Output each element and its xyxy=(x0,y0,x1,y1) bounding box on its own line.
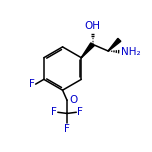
Text: F: F xyxy=(64,124,70,134)
Text: F: F xyxy=(78,107,83,117)
Text: NH₂: NH₂ xyxy=(121,47,140,57)
Text: F: F xyxy=(29,79,35,89)
Text: O: O xyxy=(69,95,78,105)
Polygon shape xyxy=(81,43,94,58)
Polygon shape xyxy=(108,38,121,51)
Text: OH: OH xyxy=(85,21,100,31)
Text: F: F xyxy=(51,107,57,117)
